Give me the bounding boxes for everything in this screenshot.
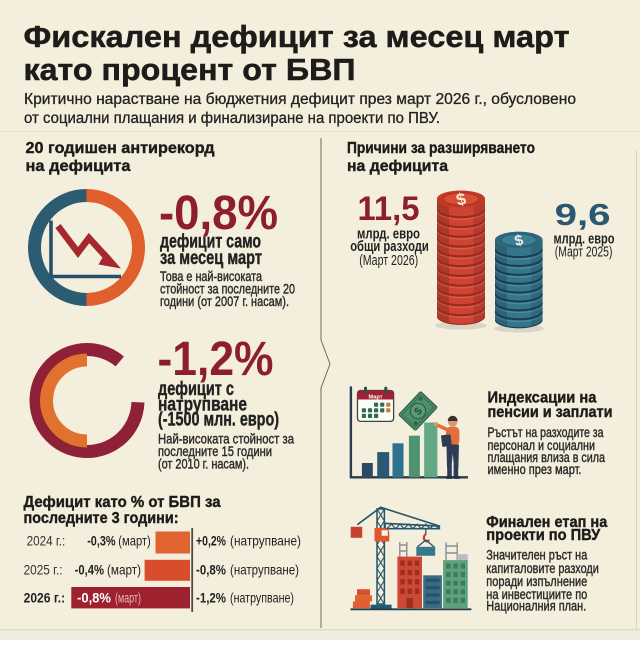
svg-text:Най-високата стойност за: Най-високата стойност за	[158, 431, 294, 447]
svg-text:пенсии и заплати: пенсии и заплати	[488, 404, 613, 421]
svg-text:дефицит само: дефицит само	[160, 232, 261, 253]
svg-text:на инвестициите по: на инвестициите по	[486, 586, 587, 602]
svg-text:поради изпълнение: поради изпълнение	[486, 573, 587, 589]
svg-text:стойност за последните 20: стойност за последните 20	[160, 281, 295, 297]
svg-text:-0,4%: -0,4%	[75, 562, 105, 578]
svg-text:20 годишен антирекорд: 20 годишен антирекорд	[26, 140, 215, 157]
svg-text:2025 г.:: 2025 г.:	[24, 562, 63, 578]
svg-text:-0,3%: -0,3%	[87, 533, 116, 549]
svg-text:Дефицит като % от БВП за: Дефицит като % от БВП за	[24, 494, 221, 511]
svg-text:години (от 2007 г. насам).: години (от 2007 г. насам).	[160, 293, 289, 309]
svg-text:9,6: 9,6	[555, 197, 611, 232]
svg-text:Март: Март	[369, 394, 383, 400]
svg-text:от социални плащания и финализ: от социални плащания и финализиране на п…	[24, 110, 440, 127]
svg-text:на дефицита: на дефицита	[347, 158, 448, 175]
svg-text:персонал и социални: персонал и социални	[488, 437, 596, 453]
svg-text:(натрупване): (натрупване)	[230, 533, 301, 549]
svg-text:-1,2%: -1,2%	[196, 590, 226, 606]
svg-text:Финален етап на: Финален етап на	[486, 514, 607, 531]
svg-text:+0,2%: +0,2%	[196, 533, 226, 549]
svg-text:-1,2%: -1,2%	[158, 333, 274, 386]
svg-text:(март): (март)	[118, 533, 151, 549]
svg-text:като процент от БВП: като процент от БВП	[24, 52, 356, 87]
svg-text:11,5: 11,5	[358, 190, 420, 228]
svg-text:млрд. евро: млрд. евро	[554, 231, 615, 248]
svg-text:Критично нарастване на бюджетн: Критично нарастване на бюджетния дефицит…	[24, 91, 576, 108]
svg-text:за месец март: за месец март	[160, 248, 262, 269]
svg-text:капиталовите разходи: капиталовите разходи	[486, 560, 599, 576]
svg-text:-0,8%: -0,8%	[77, 590, 112, 606]
svg-text:плащания влиза в сила: плащания влиза в сила	[488, 449, 606, 465]
svg-text:Фискален дефицит за месец март: Фискален дефицит за месец март	[24, 19, 570, 54]
svg-text:(натрупване): (натрупване)	[230, 590, 294, 606]
svg-text:Индексации на: Индексации на	[488, 390, 597, 407]
svg-text:Това е най-високата: Това е най-високата	[160, 268, 262, 284]
svg-text:-0,8%: -0,8%	[159, 187, 278, 240]
svg-text:последните 15 години: последните 15 години	[158, 443, 272, 459]
svg-text:(-1500 млн. евро): (-1500 млн. евро)	[158, 410, 279, 431]
svg-text:Значителен ръст на: Значителен ръст на	[486, 547, 587, 563]
svg-text:(март): (март)	[107, 562, 141, 578]
svg-text:(март): (март)	[115, 590, 141, 606]
svg-text:(от 2010 г. насам).: (от 2010 г. насам).	[158, 456, 249, 472]
svg-text:Причини за разширяването: Причини за разширяването	[347, 140, 535, 157]
svg-text:проекти по ПВУ: проекти по ПВУ	[486, 527, 601, 544]
svg-text:именно през март.: именно през март.	[488, 461, 582, 477]
svg-text:Националния план.: Националния план.	[486, 598, 586, 614]
svg-text:(Март 2025): (Март 2025)	[555, 244, 613, 261]
svg-text:-0,8%: -0,8%	[196, 562, 226, 578]
svg-text:на дефицита: на дефицита	[26, 158, 131, 175]
svg-text:млрд. евро: млрд. евро	[357, 226, 420, 243]
svg-text:2026 г.:: 2026 г.:	[24, 590, 66, 606]
svg-text:общи разходи: общи разходи	[350, 238, 429, 255]
svg-text:натрупване: натрупване	[158, 395, 247, 416]
svg-text:(Март 2026): (Март 2026)	[359, 252, 418, 269]
svg-text:последните 3 години:: последните 3 години:	[24, 510, 179, 527]
svg-text:(натрупване): (натрупване)	[230, 562, 299, 578]
svg-text:2024 г.:: 2024 г.:	[27, 533, 66, 549]
svg-text:дефицит с: дефицит с	[158, 379, 234, 400]
svg-text:Ръстът на разходите за: Ръстът на разходите за	[488, 424, 604, 440]
